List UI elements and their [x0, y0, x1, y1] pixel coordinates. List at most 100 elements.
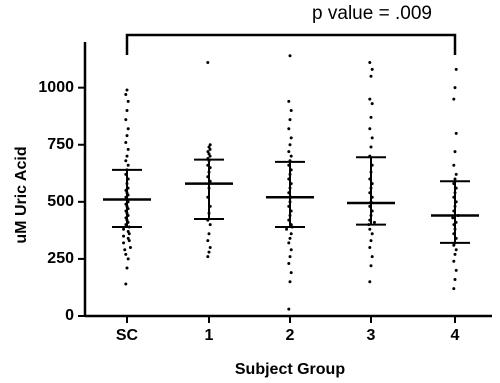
data-point	[368, 61, 372, 65]
data-point	[287, 150, 291, 154]
data-point	[125, 134, 129, 138]
data-point	[126, 99, 130, 103]
data-point	[454, 67, 458, 71]
y-tick-label: 250	[47, 250, 74, 267]
data-point	[122, 241, 126, 245]
data-point	[453, 150, 457, 154]
data-point	[453, 86, 457, 90]
data-point	[122, 227, 126, 231]
data-point	[368, 97, 372, 101]
x-tick-label: SC	[116, 327, 139, 344]
data-point	[206, 255, 210, 259]
data-point	[207, 152, 211, 156]
data-point	[125, 109, 129, 112]
y-tick-label: 500	[47, 193, 74, 210]
data-point	[125, 266, 129, 270]
x-tick-label: 3	[367, 327, 376, 344]
data-point	[126, 230, 130, 234]
data-point	[452, 259, 456, 263]
data-point	[289, 136, 293, 140]
significance-bracket	[125, 33, 457, 55]
data-point	[206, 239, 210, 243]
data-point	[369, 74, 373, 78]
data-point	[454, 268, 458, 272]
data-point	[370, 136, 374, 140]
data-point	[125, 88, 129, 92]
data-point	[124, 118, 128, 122]
data-point	[126, 127, 130, 131]
data-point	[289, 154, 293, 158]
data-point	[287, 261, 291, 265]
data-point	[127, 232, 131, 236]
data-point	[454, 172, 458, 176]
data-point	[451, 216, 455, 220]
data-point	[454, 248, 458, 252]
data-point	[208, 223, 212, 227]
data-point	[288, 54, 292, 58]
data-point	[207, 232, 211, 236]
data-point	[126, 236, 130, 240]
data-point	[127, 239, 131, 243]
data-point	[288, 118, 292, 122]
data-point	[124, 93, 128, 97]
data-point	[123, 248, 127, 252]
data-point	[288, 280, 292, 284]
data-point	[208, 143, 212, 147]
data-point	[368, 127, 372, 131]
data-point	[453, 277, 457, 281]
data-point	[454, 131, 458, 135]
data-point	[124, 159, 128, 163]
data-point	[452, 163, 456, 167]
data-point	[285, 227, 289, 231]
data-point	[289, 109, 293, 112]
data-point	[369, 115, 373, 119]
data-point	[288, 236, 292, 240]
data-point	[122, 234, 126, 238]
y-tick-label: 0	[65, 307, 74, 324]
data-point	[370, 67, 374, 71]
data-point	[369, 239, 373, 243]
data-point	[208, 154, 212, 158]
data-point	[289, 248, 293, 252]
data-point	[287, 99, 291, 103]
data-point	[128, 246, 132, 249]
data-point	[206, 150, 210, 154]
data-point	[453, 252, 457, 256]
data-point	[370, 102, 374, 106]
data-point	[126, 147, 130, 151]
data-point	[287, 241, 291, 245]
data-point	[370, 255, 374, 259]
data-point	[453, 177, 457, 181]
data-point	[368, 227, 372, 231]
data-point	[287, 127, 291, 131]
data-point	[287, 307, 291, 311]
chart-title: p value = .009	[312, 3, 432, 24]
data-point	[208, 147, 212, 151]
y-tick-label: 1000	[38, 79, 74, 96]
data-point	[288, 143, 292, 147]
data-point	[207, 145, 211, 149]
data-point	[368, 246, 372, 249]
data-point	[126, 163, 130, 167]
data-point	[372, 220, 376, 224]
data-point	[124, 252, 128, 256]
data-point	[206, 61, 210, 65]
data-point	[124, 140, 128, 144]
data-point	[288, 255, 292, 259]
x-tick-label: 4	[451, 327, 460, 344]
data-point	[126, 257, 130, 261]
data-point	[370, 232, 374, 236]
x-axis-label: Subject Group	[235, 361, 345, 378]
data-point	[452, 243, 456, 247]
data-point	[207, 250, 211, 254]
y-tick-label: 750	[47, 136, 74, 153]
x-tick-label: 1	[205, 327, 214, 344]
data-point	[452, 287, 456, 291]
x-tick-label: 2	[286, 327, 295, 344]
y-axis-label: uM Uric Acid	[13, 146, 30, 243]
data-point	[369, 264, 373, 268]
data-point	[208, 246, 212, 249]
data-point	[369, 145, 373, 149]
data-point	[368, 280, 372, 284]
